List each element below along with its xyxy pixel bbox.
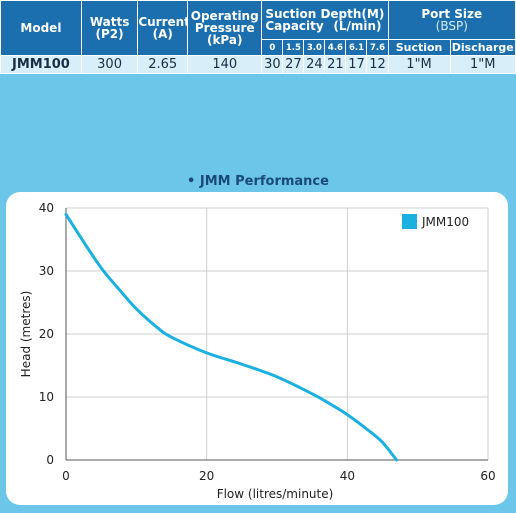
header-port-size: Port Size (BSP) bbox=[387, 0, 516, 40]
header-watts-sub: (P2) bbox=[95, 27, 124, 41]
header-port-size-label: Port Size bbox=[421, 7, 483, 21]
y-tick-label: 0 bbox=[46, 453, 54, 467]
x-tick-label: 0 bbox=[62, 469, 70, 483]
y-axis-label: Head (metres) bbox=[19, 291, 33, 378]
header-op-pressure-3: (kPa) bbox=[206, 33, 243, 47]
y-tick-label: 30 bbox=[39, 264, 54, 278]
cell-capacity: 17 bbox=[345, 55, 368, 74]
header-current-label: Current bbox=[138, 15, 188, 29]
cell-pressure: 140 bbox=[187, 55, 263, 74]
cell-current: 2.65 bbox=[137, 55, 189, 74]
header-depth: 1.5 bbox=[282, 39, 305, 56]
x-tick-label: 60 bbox=[480, 469, 495, 483]
table-row: JMM100 300 2.65 140 30 27 24 21 17 12 1"… bbox=[0, 55, 516, 74]
header-depth: 0 bbox=[261, 39, 284, 56]
chart-panel: 0 20 40 60 0 10 20 30 40 Flow (litres/minute) Head… bbox=[6, 192, 508, 505]
header-suction-m: (M) bbox=[361, 7, 385, 21]
header-capacity-unit: (L/min) bbox=[333, 19, 382, 33]
header-port-bsp: (BSP) bbox=[435, 19, 468, 33]
x-tick-label: 40 bbox=[340, 469, 355, 483]
cell-capacity: 21 bbox=[324, 55, 347, 74]
cell-suction: 1"M bbox=[387, 55, 451, 74]
cell-model: JMM100 bbox=[0, 55, 82, 74]
cell-capacity: 24 bbox=[303, 55, 326, 74]
y-tick-label: 40 bbox=[39, 201, 54, 215]
spec-table: Model Watts (P2) Current (A) Operating Pres… bbox=[0, 0, 516, 74]
header-discharge-port: Discharge bbox=[449, 39, 516, 56]
cell-capacity: 12 bbox=[366, 55, 389, 74]
header-current: Current (A) bbox=[137, 0, 189, 56]
header-watts: Watts (P2) bbox=[80, 0, 139, 56]
header-op-pressure-2: Pressure bbox=[194, 21, 255, 35]
cell-capacity: 30 bbox=[261, 55, 284, 74]
header-depth: 6.1 bbox=[345, 39, 368, 56]
cell-discharge: 1"M bbox=[449, 55, 516, 74]
performance-chart: 0 20 40 60 0 10 20 30 40 Flow (litres/minute) Head… bbox=[19, 201, 496, 501]
legend-label: JMM100 bbox=[421, 215, 469, 229]
header-op-pressure-1: Operating bbox=[190, 9, 259, 23]
x-tick-label: 20 bbox=[199, 469, 214, 483]
header-suction-capacity: Suction Depth (M) Capacity (L/min) bbox=[261, 0, 389, 40]
header-watts-label: Watts bbox=[89, 15, 130, 29]
header-suction-depth: Suction Depth bbox=[265, 7, 362, 21]
header-suction-port: Suction bbox=[387, 39, 451, 56]
header-depth: 7.6 bbox=[366, 39, 389, 56]
series-line-jmm100 bbox=[64, 212, 399, 462]
header-model: Model bbox=[0, 0, 82, 56]
header-capacity: Capacity bbox=[265, 19, 324, 33]
chart-title: • JMM Performance bbox=[187, 174, 329, 189]
header-depth: 3.0 bbox=[303, 39, 326, 56]
y-tick-label: 20 bbox=[39, 327, 54, 341]
header-current-sub: (A) bbox=[152, 27, 173, 41]
header-depth: 4.6 bbox=[324, 39, 347, 56]
legend-swatch bbox=[402, 214, 417, 229]
cell-watts: 300 bbox=[80, 55, 139, 74]
y-tick-label: 10 bbox=[39, 390, 54, 404]
x-axis-label: Flow (litres/minute) bbox=[217, 487, 334, 501]
cell-capacity: 27 bbox=[282, 55, 305, 74]
header-op-pressure: Operating Pressure (kPa) bbox=[187, 0, 263, 56]
